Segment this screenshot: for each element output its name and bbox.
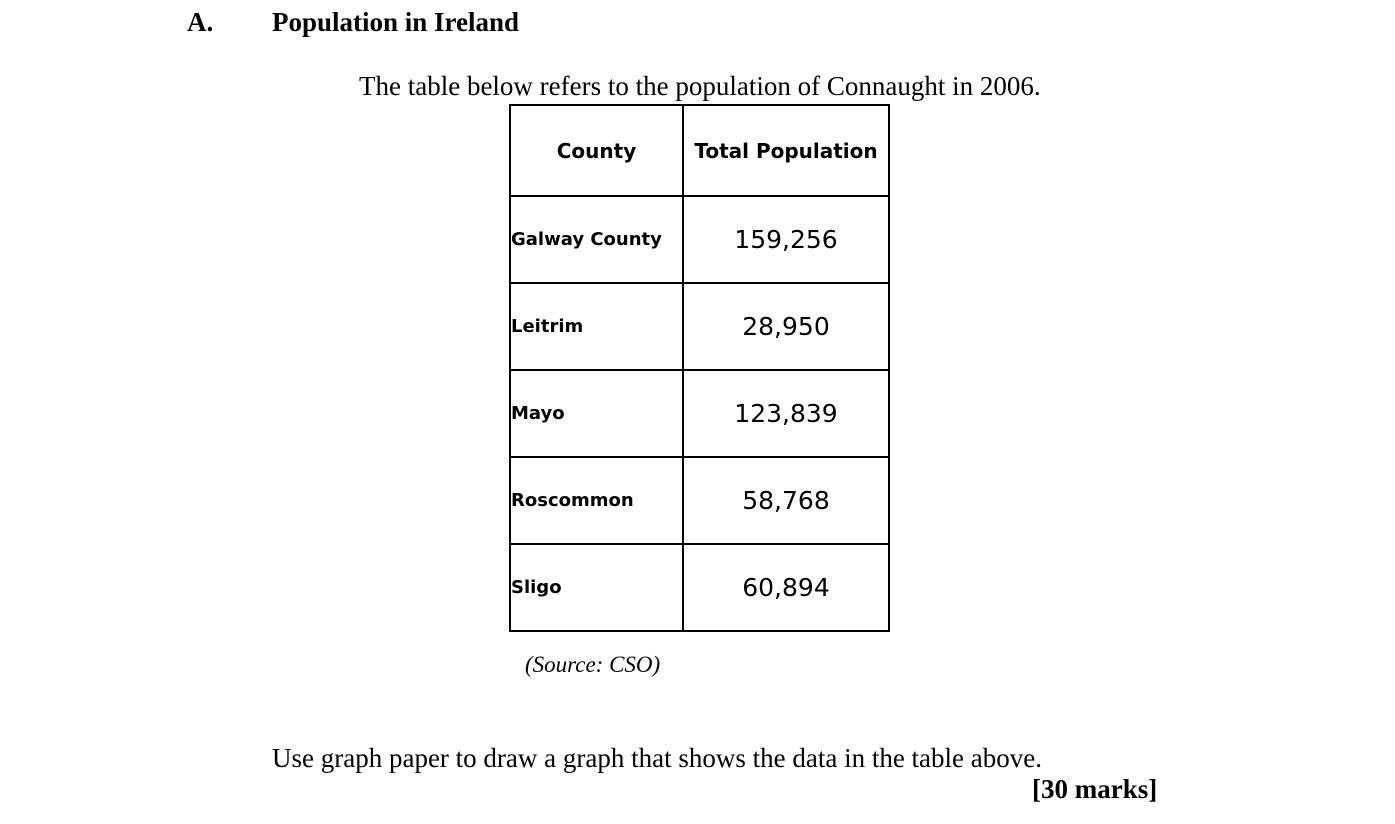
header-total-population: Total Population	[682, 104, 890, 197]
table-row: Roscommon 58,768	[509, 456, 890, 545]
county-cell: Mayo	[509, 369, 684, 458]
section-title: Population in Ireland	[272, 7, 520, 37]
population-cell: 159,256	[682, 195, 890, 284]
county-cell: Roscommon	[509, 456, 684, 545]
instruction-text: Use graph paper to draw a graph that sho…	[272, 743, 1042, 773]
table-row: Galway County 159,256	[509, 195, 890, 284]
table-header-row: County Total Population	[509, 104, 890, 197]
population-cell: 123,839	[682, 369, 890, 458]
table-row: Mayo 123,839	[509, 369, 890, 458]
county-cell: Galway County	[509, 195, 684, 284]
marks-label: [30 marks]	[1032, 774, 1158, 804]
county-cell: Sligo	[509, 543, 684, 632]
table-row: Leitrim 28,950	[509, 282, 890, 371]
section-letter: A.	[187, 7, 214, 37]
population-table: County Total Population Galway County 15…	[509, 104, 890, 632]
population-cell: 60,894	[682, 543, 890, 632]
intro-text: The table below refers to the population…	[359, 71, 1041, 101]
header-county: County	[509, 104, 684, 197]
source-note: (Source: CSO)	[525, 652, 661, 677]
county-cell: Leitrim	[509, 282, 684, 371]
population-cell: 28,950	[682, 282, 890, 371]
population-cell: 58,768	[682, 456, 890, 545]
table-row: Sligo 60,894	[509, 543, 890, 632]
